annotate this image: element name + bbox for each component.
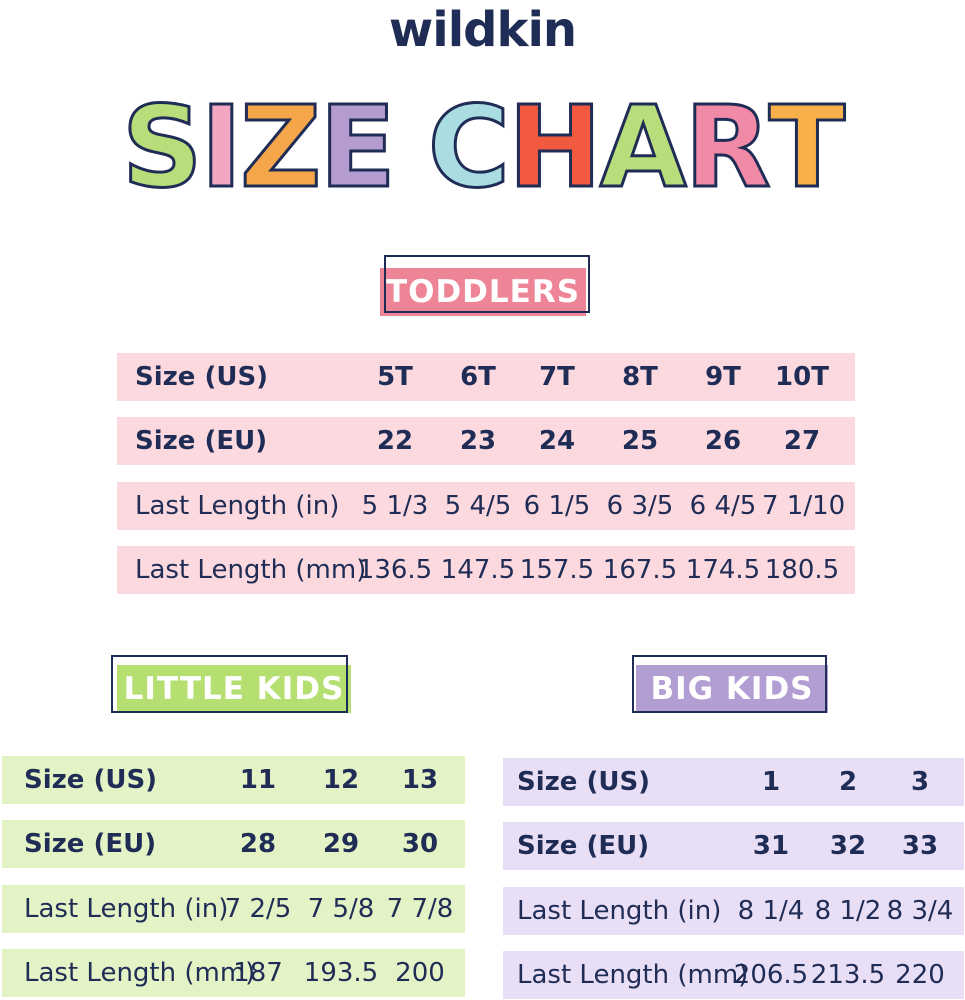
title-letter: A: [598, 83, 688, 213]
table-cell: 147.5: [440, 554, 516, 585]
table-cell: 6 4/5: [689, 490, 757, 521]
table-cell: 9T: [705, 362, 741, 392]
table-cell: 22: [376, 426, 414, 457]
table-cell: 25: [621, 426, 659, 457]
table-cell: 28: [239, 829, 277, 860]
title-letter: I: [199, 83, 244, 213]
table-cell: 6 1/5: [523, 490, 591, 521]
big-kids-size-table: Size (US) 1 2 3 Size (EU) 31 32 33 Last Length (…: [503, 758, 964, 999]
table-row: Size (US) 1 2 3: [503, 758, 964, 806]
row-label: Last Length (mm): [135, 554, 367, 585]
little-kids-label: LITTLE KIDS: [111, 655, 351, 713]
little-kids-label-text: LITTLE KIDS: [123, 671, 345, 707]
row-label: Last Length (mm): [24, 957, 256, 988]
table-cell: 7T: [539, 362, 575, 392]
table-row: Size (US) 11 12 13: [2, 756, 465, 804]
table-cell: 167.5: [602, 554, 678, 585]
row-label: Size (US): [517, 767, 651, 797]
table-cell: 31: [752, 831, 790, 862]
table-cell: 5 1/3: [361, 490, 429, 521]
table-cell: 136.5: [357, 554, 433, 585]
row-label: Size (EU): [24, 829, 157, 860]
table-cell: 8T: [622, 362, 658, 392]
table-cell: 200: [395, 957, 445, 988]
table-row: Last Length (mm) 136.5 147.5 157.5 167.5 174.…: [117, 545, 855, 594]
table-row: Last Length (mm) 187 193.5 200: [2, 948, 465, 997]
table-cell: 206.5: [733, 959, 809, 990]
table-row: Size (EU) 31 32 33: [503, 822, 964, 871]
table-cell: 6T: [460, 362, 496, 392]
table-row: Last Length (in) 8 1/4 8 1/2 8 3/4: [503, 886, 964, 935]
table-cell: 13: [401, 765, 439, 795]
table-cell: 213.5: [810, 959, 886, 990]
table-row: Size (EU) 22 23 24 25 26 27: [117, 417, 855, 466]
table-cell: 8 1/2: [814, 895, 882, 926]
table-cell: 24: [538, 426, 576, 457]
title-letter: T: [767, 83, 846, 213]
title-letter: Z: [239, 83, 323, 213]
table-cell: 220: [895, 959, 945, 990]
table-cell: 26: [704, 426, 742, 457]
table-row: Size (US) 5T 6T 7T 8T 9T 10T: [117, 353, 855, 401]
row-label: Size (EU): [135, 426, 268, 457]
little-kids-size-table: Size (US) 11 12 13 Size (EU) 28 29 30 Last Lengt…: [2, 756, 465, 997]
title-letter: E: [318, 83, 397, 213]
table-cell: 6 3/5: [606, 490, 674, 521]
table-cell: 27: [783, 426, 821, 457]
row-label: Size (US): [135, 362, 269, 392]
table-row: Last Length (mm) 206.5 213.5 220: [503, 950, 964, 999]
row-label: Last Length (in): [517, 895, 722, 926]
table-cell: 1: [761, 767, 781, 797]
table-cell: 7 2/5: [224, 893, 292, 924]
table-cell: 7 5/8: [307, 893, 375, 924]
table-cell: 5 4/5: [444, 490, 512, 521]
title-letter: C: [426, 83, 511, 213]
table-row: Last Length (in) 5 1/3 5 4/5 6 1/5 6 3/5 6 4/…: [117, 481, 855, 530]
table-cell: 7 7/8: [386, 893, 454, 924]
table-cell: 30: [401, 829, 439, 860]
brand-logo: wildkin: [388, 2, 577, 58]
title-letter: S: [120, 83, 204, 213]
row-label: Last Length (mm): [517, 959, 749, 990]
title-letter: R: [683, 83, 772, 213]
row-label: Last Length (in): [24, 893, 229, 924]
table-cell: 23: [459, 426, 497, 457]
table-cell: 12: [322, 765, 360, 795]
table-cell: 10T: [775, 362, 829, 392]
toddlers-size-table: Size (US) 5T 6T 7T 8T 9T 10T Size (EU) 22 23 24 25 2…: [117, 353, 855, 594]
table-cell: 174.5: [685, 554, 761, 585]
table-cell: 3: [910, 767, 930, 797]
page-title: SIZE CHART: [0, 83, 965, 213]
table-cell: 8 1/4: [737, 895, 805, 926]
big-kids-label: BIG KIDS: [632, 655, 828, 713]
table-cell: 29: [322, 829, 360, 860]
table-cell: 32: [829, 831, 867, 862]
big-kids-label-text: BIG KIDS: [650, 671, 814, 707]
table-row: Size (EU) 28 29 30: [2, 820, 465, 869]
table-cell: 33: [901, 831, 939, 862]
toddlers-label-text: TODDLERS: [385, 274, 581, 310]
table-cell: 11: [239, 765, 277, 795]
row-label: Size (US): [24, 765, 158, 795]
table-cell: 187: [233, 957, 283, 988]
table-row: Last Length (in) 7 2/5 7 5/8 7 7/8: [2, 884, 465, 933]
table-cell: 7 1/10: [762, 490, 846, 521]
table-cell: 193.5: [303, 957, 379, 988]
table-cell: 2: [838, 767, 858, 797]
toddlers-label: TODDLERS: [380, 255, 590, 316]
table-cell: 5T: [377, 362, 413, 392]
row-label: Size (EU): [517, 831, 650, 862]
table-cell: 8 3/4: [886, 895, 954, 926]
table-cell: 180.5: [764, 554, 840, 585]
row-label: Last Length (in): [135, 490, 340, 521]
table-cell: 157.5: [519, 554, 595, 585]
title-letter: H: [507, 83, 604, 213]
